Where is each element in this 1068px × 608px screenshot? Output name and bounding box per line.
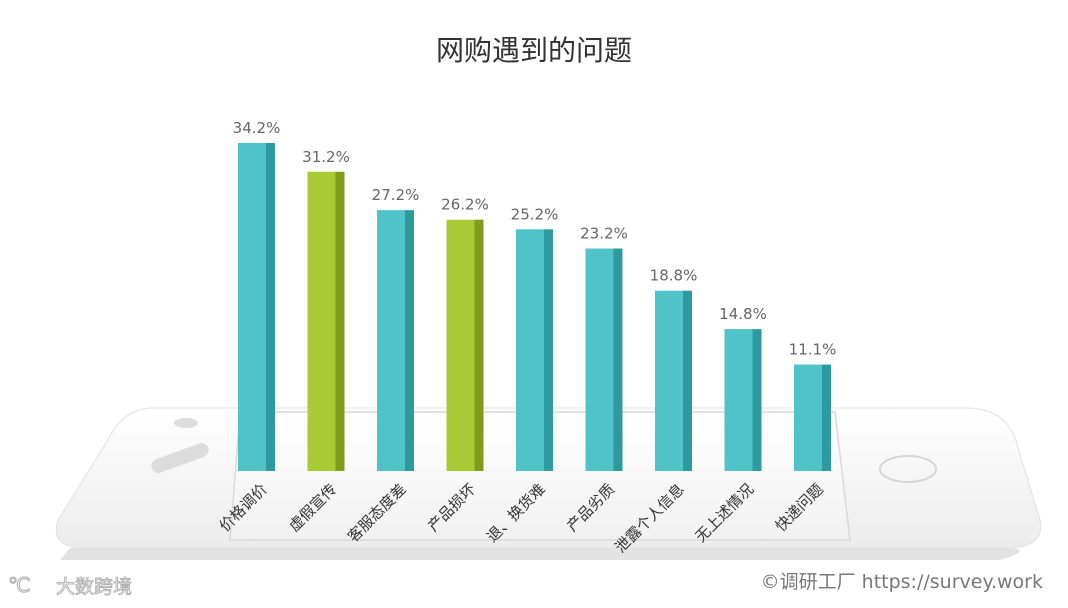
bars-group xyxy=(238,143,831,472)
phone-shadow xyxy=(60,548,1020,560)
value-label: 11.1% xyxy=(789,341,837,359)
bar xyxy=(377,210,414,471)
phone-camera xyxy=(174,418,198,428)
value-label: 23.2% xyxy=(580,224,628,242)
bar-side xyxy=(266,143,275,471)
bar xyxy=(724,329,762,471)
bar-side xyxy=(335,171,345,472)
bar xyxy=(585,248,623,471)
value-label: 18.8% xyxy=(650,267,698,285)
chart-title: 网购遇到的问题 xyxy=(436,34,632,67)
bar xyxy=(516,229,553,471)
bar xyxy=(238,143,275,471)
bar-side xyxy=(822,364,831,471)
bar-side xyxy=(613,248,623,471)
bar-front xyxy=(585,248,614,471)
phone-home-button xyxy=(879,455,937,483)
watermark-left-text: 大数跨境 xyxy=(56,576,132,598)
value-labels-group: 34.2% 31.2% 27.2% 26.2% 25.2% 23.2% 18.8% 14.8%… xyxy=(233,119,837,359)
value-label: 26.2% xyxy=(441,196,489,214)
bar-front xyxy=(516,229,544,471)
bar xyxy=(794,364,831,471)
phone-speaker xyxy=(151,443,209,473)
bar-side xyxy=(683,290,692,471)
value-label: 14.8% xyxy=(719,305,767,323)
watermark-logo-icon: ℃ xyxy=(8,573,30,597)
bar-front xyxy=(724,329,753,471)
bar-side xyxy=(474,219,484,471)
bar-side xyxy=(752,329,762,471)
bar-side xyxy=(405,210,414,471)
bar-front xyxy=(446,219,475,471)
watermark-right-text: ©调研工厂 https://survey.work xyxy=(761,571,1043,593)
value-label: 27.2% xyxy=(372,186,420,204)
value-label: 25.2% xyxy=(511,205,559,223)
bar xyxy=(655,290,692,471)
bar-side xyxy=(544,229,553,471)
bar-front xyxy=(307,171,336,472)
bar-front xyxy=(377,210,405,471)
watermark-left: ℃ 大数跨境 xyxy=(7,572,132,598)
bar xyxy=(307,171,345,472)
value-label: 34.2% xyxy=(233,119,281,137)
bar-front xyxy=(238,143,266,471)
bar-front xyxy=(655,290,683,471)
bar xyxy=(446,219,484,471)
bar-front xyxy=(794,364,822,471)
value-label: 31.2% xyxy=(302,148,350,166)
